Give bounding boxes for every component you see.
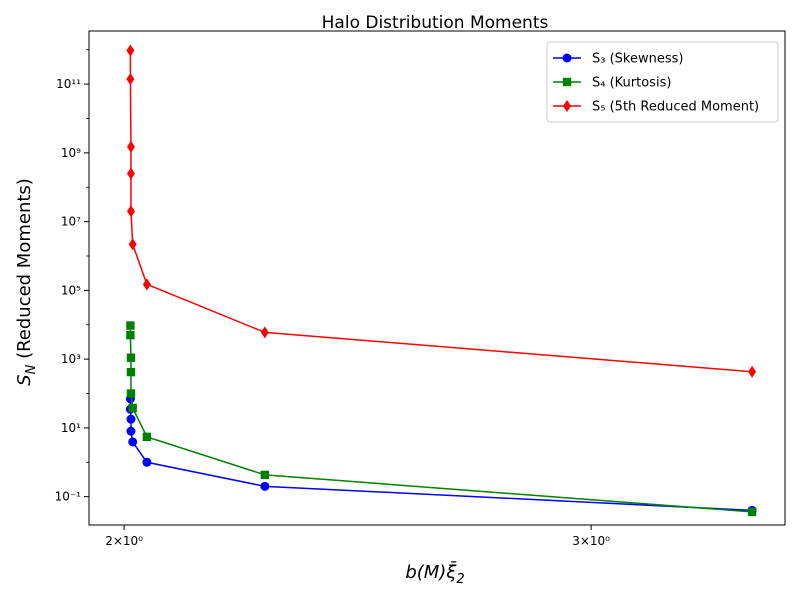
data-point — [142, 278, 151, 291]
series-line-2 — [129, 325, 753, 513]
y-tick-label: 10³ — [61, 352, 81, 366]
legend-marker — [563, 100, 571, 112]
legend-marker — [562, 77, 572, 87]
data-point — [128, 437, 138, 447]
legend-box — [546, 41, 779, 123]
data-point — [126, 426, 136, 436]
y-axis-label: SN (Reduced Moments) — [14, 178, 39, 386]
data-point — [128, 238, 137, 251]
x-tick-label: 3×10⁰ — [572, 534, 610, 548]
y-tick-label: 10⁻¹ — [55, 490, 82, 504]
y-tick-label: 10¹¹ — [56, 77, 81, 91]
plot-frame — [88, 30, 786, 526]
y-tick-label: 10⁵ — [61, 283, 81, 297]
y-tick-label: 10⁷ — [61, 215, 81, 229]
data-point — [126, 389, 136, 398]
data-point — [128, 403, 137, 413]
data-point — [126, 205, 135, 218]
plot-area — [125, 44, 757, 517]
y-tick-label: 10¹ — [61, 421, 81, 435]
legend-label: S₄ (Kurtosis) — [592, 76, 671, 91]
data-point — [126, 44, 135, 57]
data-point — [748, 365, 757, 378]
data-point — [126, 414, 136, 424]
data-point — [260, 326, 269, 339]
data-point — [260, 481, 270, 491]
data-point — [126, 330, 135, 340]
legend-label: S₃ (Skewness) — [592, 52, 683, 67]
data-point — [126, 140, 135, 153]
legend-label: S₅ (5th Reduced Moment) — [592, 100, 759, 115]
y-axis: 10⁻¹ 10¹ 10³ 10⁵ 10⁷ 10⁹ 10¹¹ — [55, 49, 89, 504]
x-axis: 2×10⁰ 3×10⁰ — [105, 525, 610, 548]
legend: S₃ (Skewness) S₄ (Kurtosis) S₅ (5th Reduce… — [546, 41, 779, 123]
chart-title: Halo Distribution Moments — [322, 13, 549, 33]
data-point — [142, 457, 152, 467]
data-point — [126, 167, 135, 180]
series-line-1 — [129, 398, 753, 512]
data-point — [142, 432, 152, 442]
data-point — [126, 321, 135, 330]
legend-marker — [562, 53, 572, 63]
data-point — [126, 353, 136, 362]
y-tick-label: 10⁹ — [61, 146, 81, 160]
data-point — [126, 367, 136, 377]
data-point — [747, 507, 757, 517]
x-tick-label: 2×10⁰ — [105, 534, 143, 548]
data-point — [126, 73, 135, 86]
data-point — [260, 470, 270, 480]
x-axis-label: b(M)ξ̄2 — [405, 561, 464, 587]
